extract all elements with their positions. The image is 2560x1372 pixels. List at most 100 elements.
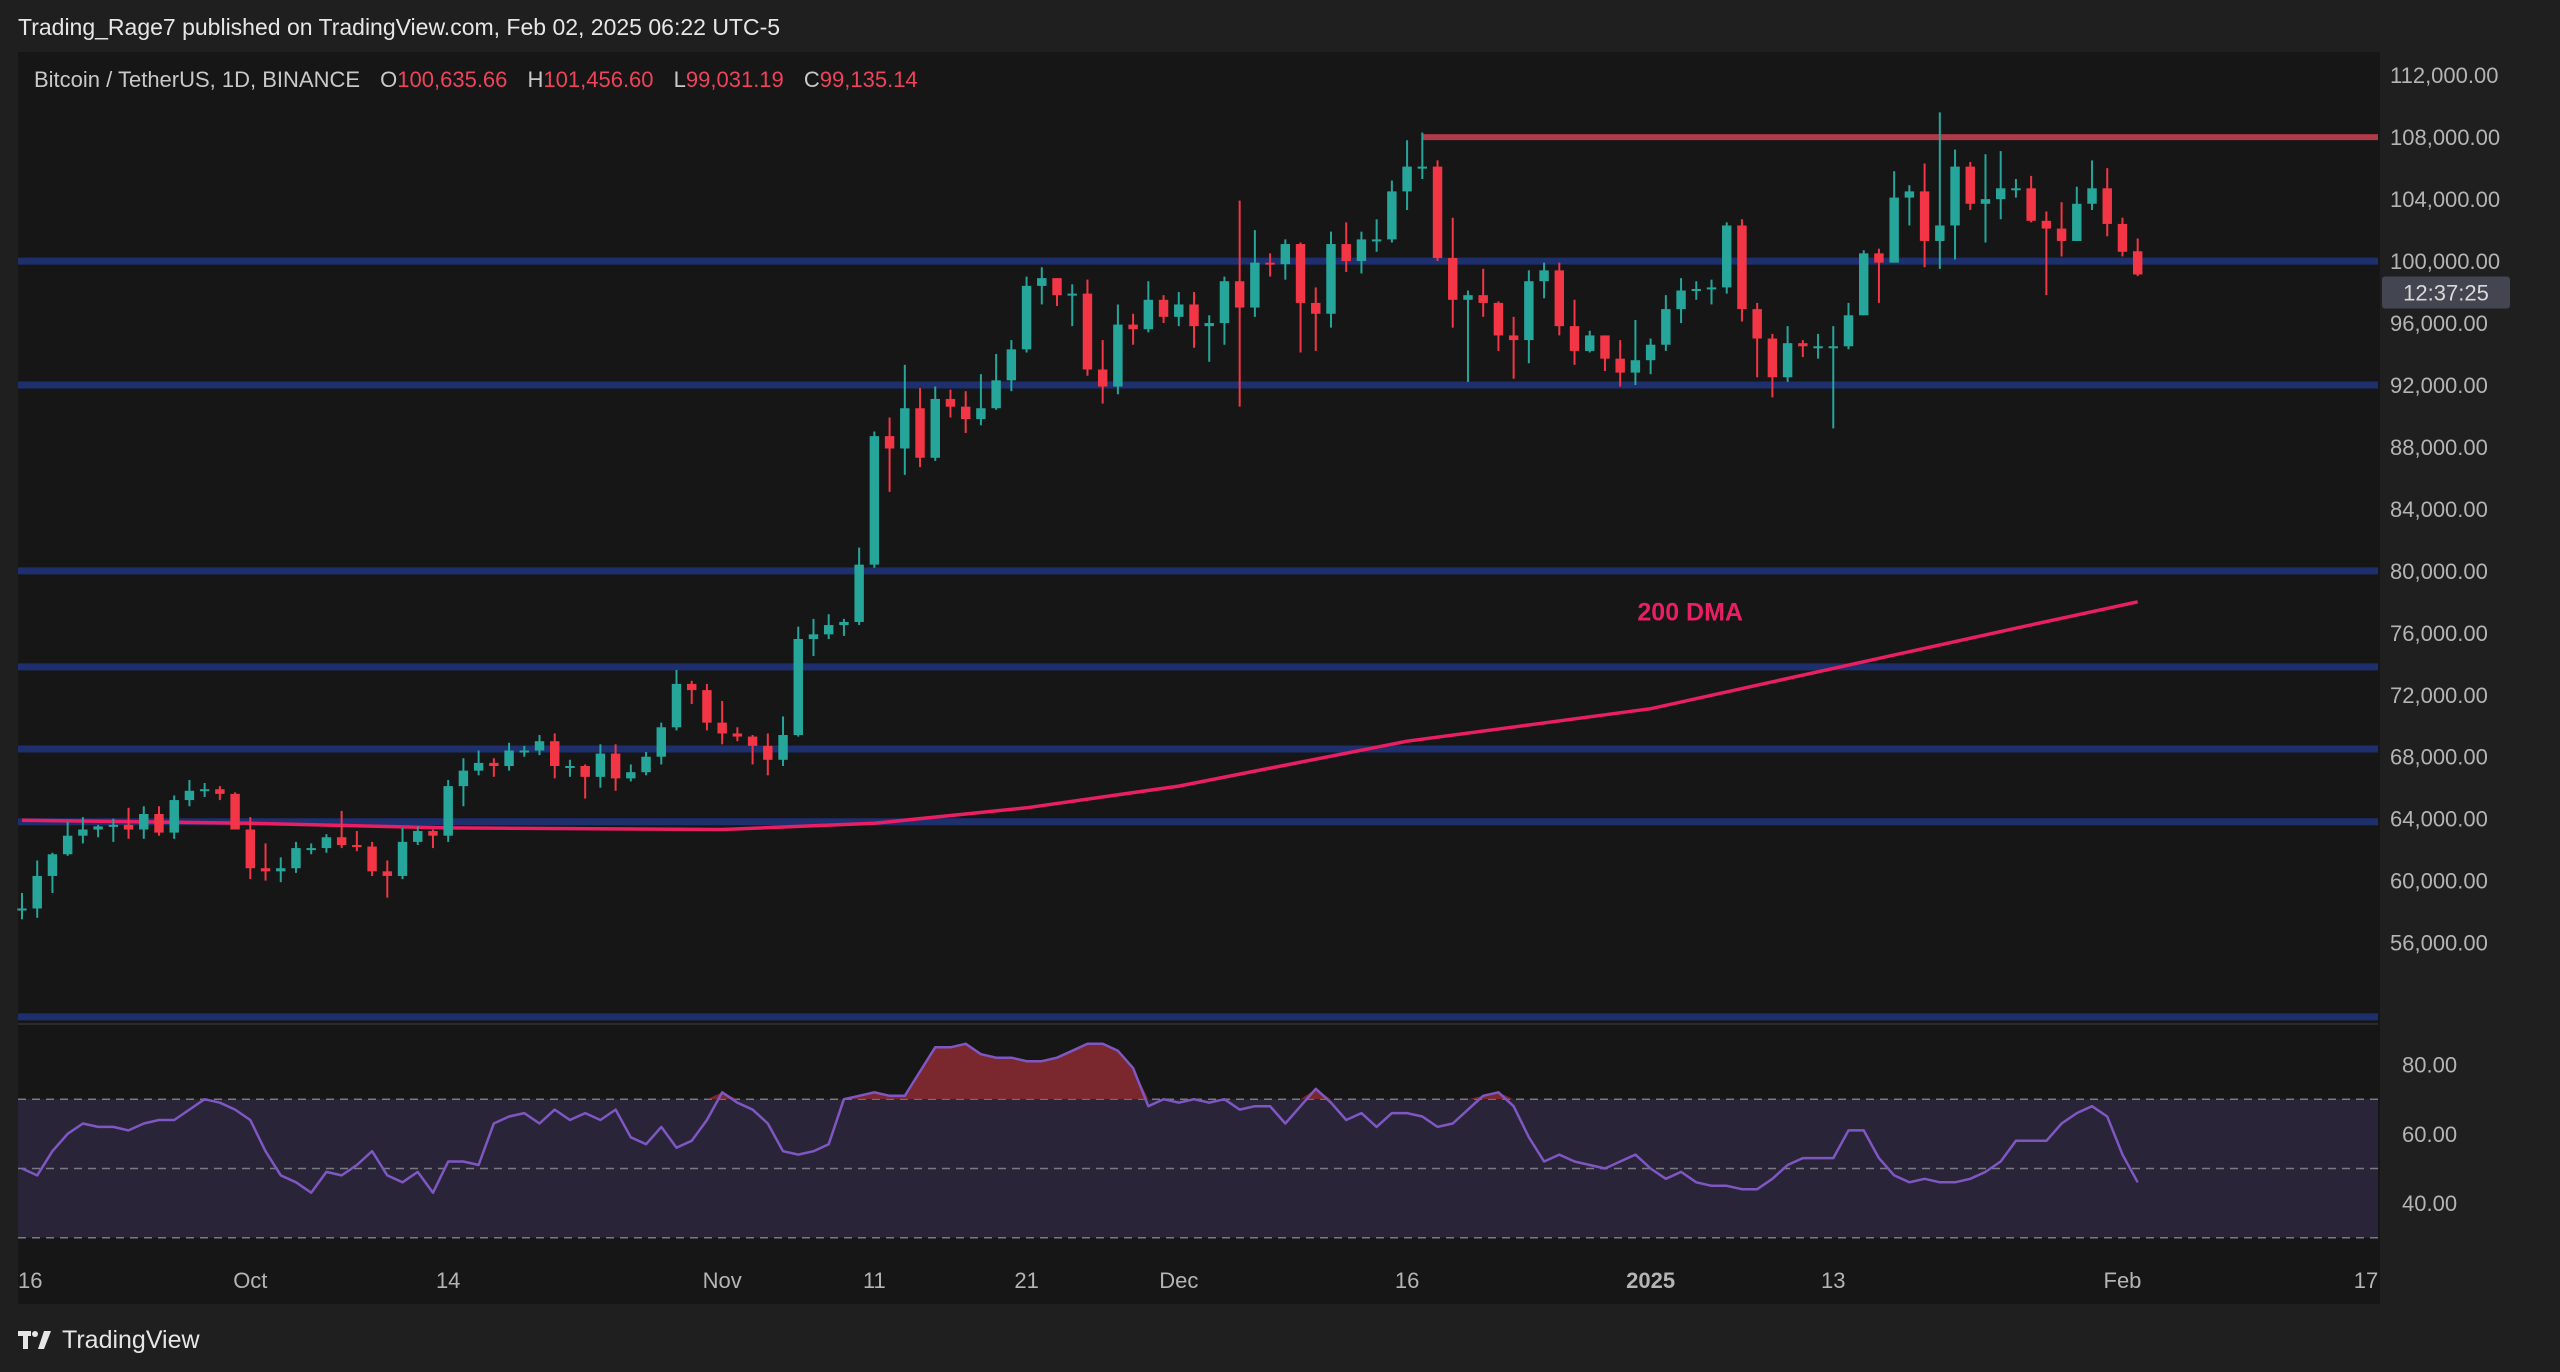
candle-up [2072,186,2082,241]
candle-body [686,683,697,691]
candle-down [1752,302,1762,378]
candle-body [2041,220,2052,229]
candle-down [336,810,347,849]
candle-body [2011,188,2021,191]
candle-body [915,408,925,458]
candle-body [945,398,956,407]
candle-down [215,786,225,801]
close-label: C [803,67,820,92]
candle-up [534,735,545,756]
candle-up [93,824,103,838]
candle-body [321,837,332,849]
candle-up [1037,267,1047,305]
candle-body [1356,239,1367,262]
candle-body [1250,262,1260,308]
candle-up [1006,340,1017,392]
candle-down [2056,202,2067,257]
candle-up [321,834,332,853]
price-tick-label: 68,000.00 [2390,745,2488,770]
candle-down [1569,299,1580,365]
candle-up [504,742,514,771]
candle-up [793,626,803,737]
brand-footer[interactable]: TradingView [18,1322,200,1358]
low-value: 99,031.19 [685,67,784,92]
price-tick-label: 108,000.00 [2390,125,2500,150]
candle-down [489,758,499,777]
candle-up [976,374,986,426]
candle-up [808,618,819,657]
candle-up [199,783,210,797]
price-tick-label: 80,000.00 [2390,559,2488,584]
candle-body [1204,323,1214,327]
candle-body [626,772,636,779]
time-tick-label: 21 [1014,1268,1038,1293]
candle-up [32,860,42,918]
candle-up [900,364,910,475]
symbol-legend[interactable]: Bitcoin / TetherUS, 1D, BINANCE O100,635… [34,67,918,93]
candle-up [1204,315,1214,362]
candle-down [1798,340,1808,358]
candle-down [1493,301,1504,351]
candle-up [671,669,682,731]
candle-body [1174,304,1184,317]
candle-down [2026,175,2036,223]
candle-body [1448,257,1458,300]
low-label: L [673,67,686,92]
candle-body [1676,290,1686,310]
candle-body [580,765,590,777]
candle-body [1402,166,1412,192]
candle-down [1082,279,1093,376]
candle-body [1219,281,1230,324]
candle-body [1737,225,1747,310]
candle-down [2117,217,2128,257]
candle-body [1478,295,1488,303]
candle-body [1630,360,1641,373]
candle-body [473,762,484,771]
candle-up [108,818,119,842]
candle-body [732,733,743,737]
candle-down [1965,161,1975,210]
candle-body [1280,244,1291,265]
candle-body [123,824,134,830]
candle-body [808,634,819,639]
candle-body [1554,270,1565,327]
countdown-text: 12:37:25 [2403,280,2489,305]
candle-up [1402,140,1412,210]
candle-body [1021,285,1032,350]
candle-body [747,736,758,746]
candle-down [1478,268,1488,317]
candle-down [1600,335,1610,372]
candle-body [1371,239,1382,242]
time-tick-label: 16 [1395,1268,1419,1293]
candle-body [1706,287,1717,290]
candle-up [823,614,834,639]
candle-body [260,868,271,872]
candle-down [1767,333,1778,398]
candle-body [1143,299,1154,330]
candle-body [823,625,834,635]
candle-body [1097,369,1108,387]
candle-up [1280,239,1291,280]
candle-up [413,826,423,845]
horizontal-levels-layer [18,134,2378,1021]
candle-up [169,795,179,839]
candle-body [960,406,971,420]
candle-down [245,817,256,880]
candle-body [1432,166,1443,258]
candle-body [367,846,377,872]
candle-body [717,722,727,734]
candle-body [1113,324,1123,387]
candle-body [930,398,940,458]
candle-body [1341,244,1351,262]
candle-down [367,841,377,876]
candle-body [1950,166,1960,226]
candle-down [732,727,743,742]
candle-body [550,741,560,766]
candle-body [32,875,42,909]
candle-body [1995,188,2006,200]
rsi-overbought-fill [1467,1092,1514,1100]
candle-body [1295,244,1306,303]
price-tick-label: 84,000.00 [2390,497,2488,522]
